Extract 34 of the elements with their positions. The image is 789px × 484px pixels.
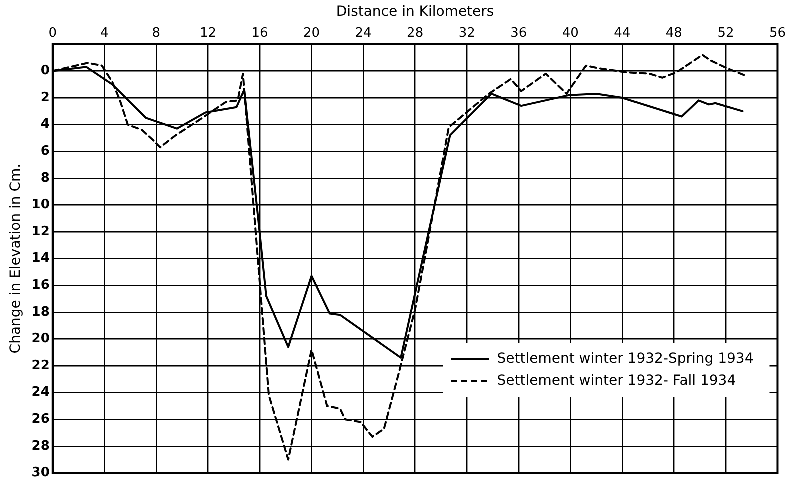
x-tick-label: 56 — [769, 26, 786, 41]
y-tick-label: 8 — [40, 170, 50, 186]
y-tick-label: 6 — [40, 144, 50, 159]
y-tick-label: 2 — [40, 90, 50, 106]
x-tick-label: 12 — [200, 26, 216, 41]
y-tick-label: 16 — [32, 278, 50, 293]
x-tick-label: 16 — [252, 26, 268, 41]
y-axis-title: Change in Elevation in Cm. — [8, 164, 24, 354]
y-tick-label: 4 — [40, 117, 50, 132]
x-tick-label: 52 — [718, 26, 734, 41]
y-tick-label: 10 — [32, 198, 50, 213]
x-tick-label: 44 — [614, 26, 631, 41]
y-tick-label: 26 — [32, 412, 50, 427]
y-tick-label: 12 — [32, 224, 50, 240]
y-tick-label: 28 — [32, 438, 50, 454]
x-tick-label: 48 — [666, 26, 682, 41]
y-tick-label: 24 — [32, 385, 50, 400]
y-tick-label: 22 — [32, 358, 50, 374]
y-tick-label: 20 — [32, 332, 50, 347]
x-tick-label: 4 — [100, 26, 109, 41]
x-tick-label: 32 — [458, 26, 476, 41]
x-tick-label: 8 — [152, 26, 161, 41]
y-tick-label: 18 — [32, 304, 50, 320]
x-axis-title: Distance in Kilometers — [336, 4, 494, 20]
x-tick-label: 40 — [562, 26, 579, 41]
legend-label: Settlement winter 1932-Spring 1934 — [497, 350, 754, 367]
x-tick-label: 36 — [510, 26, 528, 41]
x-tick-label: 20 — [303, 26, 320, 41]
y-tick-label: 0 — [40, 64, 50, 79]
y-tick-label: 30 — [32, 466, 50, 481]
y-tick-label: 14 — [32, 251, 50, 266]
legend-label: Settlement winter 1932- Fall 1934 — [497, 372, 736, 389]
x-tick-label: 24 — [355, 26, 372, 41]
x-tick-label: 28 — [407, 26, 424, 41]
